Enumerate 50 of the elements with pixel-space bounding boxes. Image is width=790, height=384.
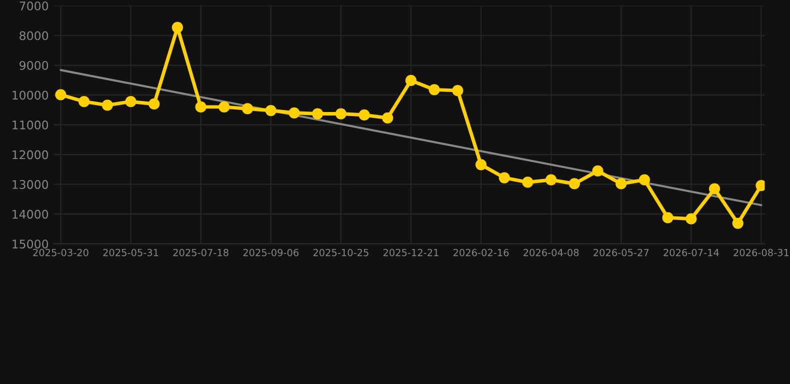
point (335, 108, 346, 120)
y-tick-label: 14000 (12, 210, 48, 219)
x-tick-label: 2025-07-18 (173, 248, 228, 256)
y-tick-label: 15000 (12, 240, 48, 248)
point (78, 96, 90, 108)
point (218, 101, 230, 112)
x-tick-label: 2025-05-31 (103, 248, 158, 256)
y-tick-label: 7000 (20, 1, 48, 10)
x-tick-label: 2025-03-20 (33, 248, 88, 256)
point (102, 100, 113, 111)
x-tick-label: 2026-02-16 (453, 248, 509, 256)
point (358, 109, 370, 121)
x-tick-label: 2026-05-27 (594, 248, 649, 256)
point (288, 107, 300, 118)
point (522, 176, 534, 188)
x-tick-label: 2026-07-14 (664, 248, 719, 256)
x-tick-label: 2026-08-31 (734, 248, 789, 256)
point (55, 89, 66, 100)
point (172, 22, 184, 34)
point (732, 218, 744, 229)
point (148, 98, 160, 110)
point (546, 174, 557, 186)
point (312, 108, 324, 120)
point (382, 112, 394, 124)
point (568, 178, 580, 190)
point (498, 172, 510, 184)
point (452, 85, 464, 96)
point (686, 213, 697, 224)
point (428, 84, 440, 96)
x-tick-label: 2026-04-08 (524, 248, 579, 256)
point (592, 165, 604, 176)
point (242, 103, 254, 114)
y-tick-label: 11000 (12, 120, 48, 130)
x-tick-label: 2025-10-25 (313, 248, 368, 256)
y-tick-label: 10000 (12, 90, 48, 100)
y-tick-label: 8000 (20, 31, 48, 40)
point (405, 74, 417, 86)
point (195, 101, 206, 112)
point (662, 212, 674, 224)
y-tick-label: 12000 (12, 150, 48, 160)
point (475, 159, 487, 170)
point (616, 178, 627, 190)
point (638, 174, 650, 186)
x-tick-label: 2025-09-06 (243, 248, 299, 256)
y-tick-label: 13000 (12, 180, 48, 189)
y-tick-label: 9000 (20, 61, 48, 70)
point (125, 96, 136, 108)
point (265, 104, 276, 116)
x-tick-label: 2025-12-21 (383, 248, 438, 256)
point (708, 183, 720, 194)
